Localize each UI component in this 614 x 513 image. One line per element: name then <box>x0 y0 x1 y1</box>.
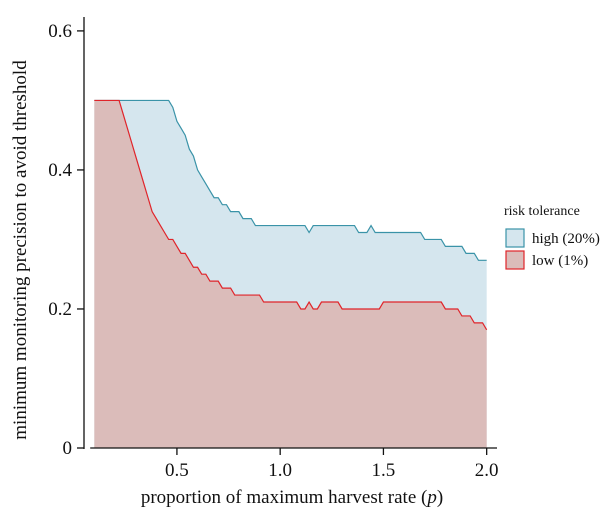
series-line-low <box>94 99 488 331</box>
legend-label-low: low (1%) <box>532 253 588 269</box>
legend-swatch-low <box>505 250 525 270</box>
legend-items: high (20%) low (1%) <box>505 228 600 270</box>
x-tick-label: 1.5 <box>372 460 396 481</box>
legend-title: risk tolerance <box>504 204 580 219</box>
legend: risk tolerance high (20%) low (1%) <box>504 204 600 270</box>
x-axis-title: proportion of maximum harvest rate (p) <box>141 487 443 508</box>
y-tick-label: 0 <box>63 438 73 459</box>
y-ticks: 0 0.2 0.4 0.6 <box>48 21 84 459</box>
x-tick-label: 0.5 <box>165 460 189 481</box>
legend-swatch-high <box>505 228 525 248</box>
series-line-high <box>94 99 487 261</box>
y-axis-title: minimum monitoring precision to avoid th… <box>10 60 31 440</box>
x-ticks: 0.5 1.0 1.5 2.0 <box>165 448 499 481</box>
axes: 0 0.2 0.4 0.6 0.5 1.0 1.5 2.0 <box>48 17 499 481</box>
legend-label-high: high (20%) <box>532 231 600 247</box>
x-tick-label: 2.0 <box>475 460 499 481</box>
y-tick-label: 0.4 <box>48 160 72 181</box>
x-tick-label: 1.0 <box>268 460 292 481</box>
area-layer <box>94 99 488 449</box>
y-tick-label: 0.6 <box>48 21 72 42</box>
y-tick-label: 0.2 <box>48 299 72 320</box>
area-low <box>94 100 487 449</box>
